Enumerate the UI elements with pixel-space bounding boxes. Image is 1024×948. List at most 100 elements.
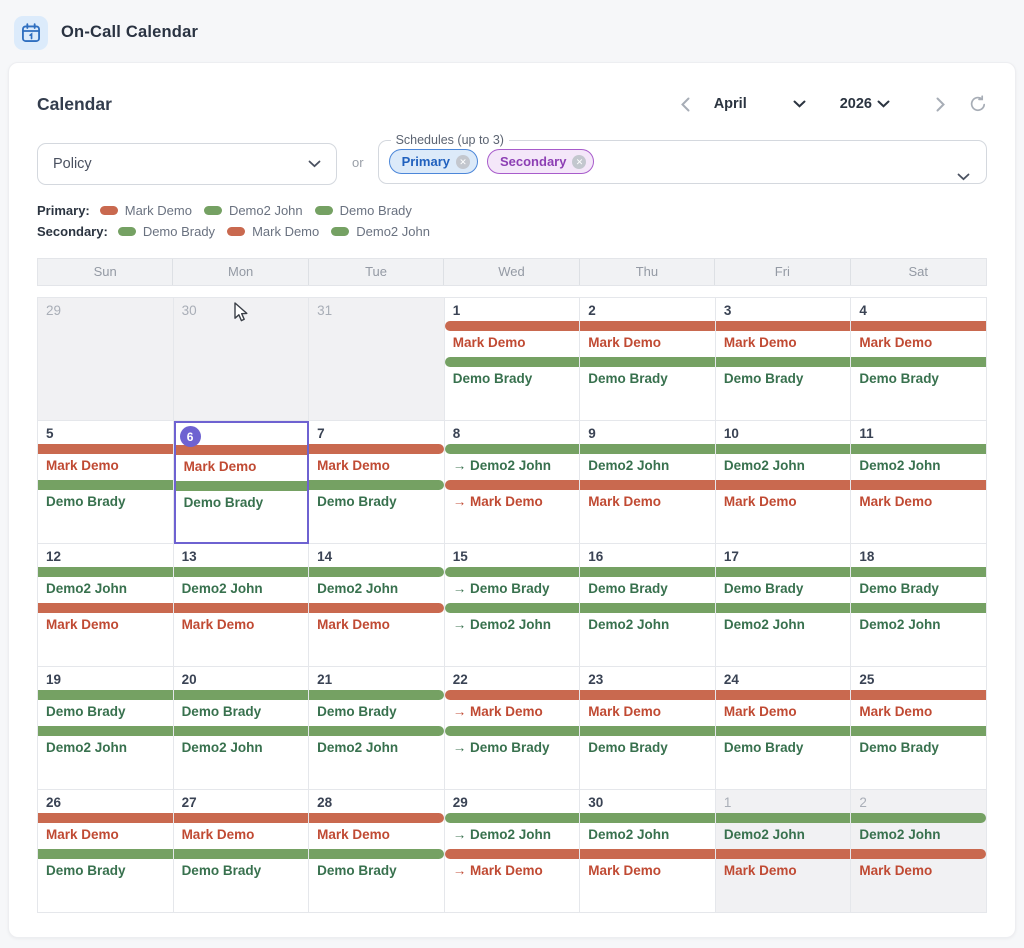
shift-event[interactable]: → Demo2 John xyxy=(444,444,580,480)
year-select[interactable]: 2026 xyxy=(840,96,890,112)
policy-select[interactable]: Policy xyxy=(37,143,337,185)
calendar-day-cell[interactable]: 20 Demo Brady Demo2 John xyxy=(173,667,310,790)
calendar-day-cell[interactable]: 14 Demo2 John Mark Demo xyxy=(309,544,445,667)
calendar-day-cell[interactable]: 27 Mark Demo Demo Brady xyxy=(173,790,310,913)
shift-event[interactable]: Mark Demo xyxy=(38,813,173,849)
calendar-day-cell[interactable]: 22 → Mark Demo → Demo Brady xyxy=(444,667,581,790)
calendar-day-cell[interactable]: 12 Demo2 John Mark Demo xyxy=(38,544,174,667)
shift-event[interactable]: Demo Brady xyxy=(444,357,580,393)
calendar-day-cell[interactable]: 29 → Demo2 John → Mark Demo xyxy=(444,790,581,913)
calendar-day-cell[interactable]: 16 Demo Brady Demo2 John xyxy=(580,544,716,667)
calendar-day-cell[interactable]: 2 Mark Demo Demo Brady xyxy=(580,298,716,421)
shift-event[interactable]: Demo Brady xyxy=(715,726,851,762)
prev-month-button[interactable] xyxy=(677,93,694,116)
shift-event[interactable]: Mark Demo xyxy=(580,321,715,357)
shift-event[interactable]: Demo Brady xyxy=(851,567,986,603)
shift-event[interactable]: Mark Demo xyxy=(309,444,444,480)
calendar-day-cell[interactable]: 15 → Demo Brady → Demo2 John xyxy=(444,544,581,667)
calendar-day-cell[interactable]: 18 Demo Brady Demo2 John xyxy=(851,544,987,667)
shift-event[interactable]: Mark Demo xyxy=(173,603,309,639)
shift-event[interactable]: Demo2 John xyxy=(309,726,444,762)
shift-event[interactable]: Mark Demo xyxy=(444,321,580,357)
calendar-day-cell[interactable]: 9 Demo2 John Mark Demo xyxy=(580,421,716,544)
shift-event[interactable]: Mark Demo xyxy=(715,849,851,885)
chip-close-icon[interactable]: ✕ xyxy=(572,154,587,169)
shift-event[interactable]: → Demo2 John xyxy=(444,813,580,849)
shift-event[interactable]: Demo2 John xyxy=(580,603,715,639)
shift-event[interactable]: Mark Demo xyxy=(851,321,986,357)
shift-event[interactable]: Demo Brady xyxy=(309,690,444,726)
calendar-day-cell[interactable]: 30 xyxy=(173,298,310,421)
shift-event[interactable]: Demo Brady xyxy=(309,480,444,516)
shift-event[interactable]: Demo2 John xyxy=(173,726,309,762)
calendar-day-cell[interactable]: 6 Mark Demo Demo Brady xyxy=(173,421,310,544)
calendar-day-cell[interactable]: 17 Demo Brady Demo2 John xyxy=(715,544,852,667)
calendar-day-cell[interactable]: 3 Mark Demo Demo Brady xyxy=(715,298,852,421)
shift-event[interactable]: Demo2 John xyxy=(38,726,173,762)
calendar-day-cell[interactable]: 10 Demo2 John Mark Demo xyxy=(715,421,852,544)
month-select[interactable]: April xyxy=(714,96,806,112)
shift-event[interactable]: Mark Demo xyxy=(580,690,715,726)
shift-event[interactable]: Mark Demo xyxy=(173,813,309,849)
shift-event[interactable]: → Mark Demo xyxy=(444,480,580,516)
calendar-day-cell[interactable]: 11 Demo2 John Mark Demo xyxy=(851,421,987,544)
shift-event[interactable]: Demo Brady xyxy=(851,726,986,762)
calendar-day-cell[interactable]: 8 → Demo2 John → Mark Demo xyxy=(444,421,581,544)
shift-event[interactable]: Mark Demo xyxy=(580,849,715,885)
shift-event[interactable]: Demo2 John xyxy=(38,567,173,603)
shift-event[interactable]: Demo2 John xyxy=(309,567,444,603)
calendar-day-cell[interactable]: 13 Demo2 John Mark Demo xyxy=(173,544,310,667)
shift-event[interactable]: Demo Brady xyxy=(38,690,173,726)
calendar-day-cell[interactable]: 25 Mark Demo Demo Brady xyxy=(851,667,987,790)
shift-event[interactable]: Demo Brady xyxy=(173,690,309,726)
calendar-day-cell[interactable]: 28 Mark Demo Demo Brady xyxy=(309,790,445,913)
schedule-chip[interactable]: Primary ✕ xyxy=(388,149,478,174)
shift-event[interactable]: Mark Demo xyxy=(715,321,851,357)
calendar-day-cell[interactable]: 4 Mark Demo Demo Brady xyxy=(851,298,987,421)
chip-close-icon[interactable]: ✕ xyxy=(455,154,470,169)
shift-event[interactable]: Demo2 John xyxy=(580,444,715,480)
shift-event[interactable]: Demo Brady xyxy=(38,849,173,885)
shift-event[interactable]: Demo Brady xyxy=(715,567,851,603)
shift-event[interactable]: Mark Demo xyxy=(580,480,715,516)
calendar-day-cell[interactable]: 21 Demo Brady Demo2 John xyxy=(309,667,445,790)
shift-event[interactable]: Demo2 John xyxy=(715,444,851,480)
shift-event[interactable]: Demo2 John xyxy=(715,603,851,639)
calendar-day-cell[interactable]: 30 Demo2 John Mark Demo xyxy=(580,790,716,913)
calendar-day-cell[interactable]: 5 Mark Demo Demo Brady xyxy=(38,421,174,544)
shift-event[interactable]: Demo Brady xyxy=(175,481,308,517)
shift-event[interactable]: Mark Demo xyxy=(38,444,173,480)
shift-event[interactable]: Demo Brady xyxy=(580,567,715,603)
shift-event[interactable]: Demo Brady xyxy=(580,726,715,762)
schedule-chip[interactable]: Secondary ✕ xyxy=(486,149,595,174)
shift-event[interactable]: Demo2 John xyxy=(173,567,309,603)
calendar-day-cell[interactable]: 19 Demo Brady Demo2 John xyxy=(38,667,174,790)
chevron-down-icon[interactable] xyxy=(957,168,970,186)
shift-event[interactable]: Demo2 John xyxy=(715,813,851,849)
shift-event[interactable]: → Mark Demo xyxy=(444,849,580,885)
shift-event[interactable]: Demo2 John xyxy=(851,444,986,480)
shift-event[interactable]: Mark Demo xyxy=(851,480,986,516)
schedules-multiselect[interactable]: Schedules (up to 3) Primary ✕ Secondary ✕ xyxy=(377,133,987,186)
shift-event[interactable]: → Demo Brady xyxy=(444,567,580,603)
calendar-day-cell[interactable]: 23 Mark Demo Demo Brady xyxy=(580,667,716,790)
shift-event[interactable]: Mark Demo xyxy=(309,813,444,849)
shift-event[interactable]: Mark Demo xyxy=(175,445,308,481)
shift-event[interactable]: → Demo Brady xyxy=(444,726,580,762)
calendar-day-cell[interactable]: 24 Mark Demo Demo Brady xyxy=(715,667,852,790)
shift-event[interactable]: Demo Brady xyxy=(851,357,986,393)
shift-event[interactable]: Demo Brady xyxy=(38,480,173,516)
calendar-day-cell[interactable]: 31 xyxy=(309,298,445,421)
shift-event[interactable]: → Mark Demo xyxy=(444,690,580,726)
shift-event[interactable]: Mark Demo xyxy=(851,849,986,885)
calendar-day-cell[interactable]: 26 Mark Demo Demo Brady xyxy=(38,790,174,913)
refresh-icon[interactable] xyxy=(969,95,987,113)
shift-event[interactable]: Demo Brady xyxy=(309,849,444,885)
calendar-day-cell[interactable]: 1 Demo2 John Mark Demo xyxy=(715,790,852,913)
shift-event[interactable]: Demo2 John xyxy=(580,813,715,849)
shift-event[interactable]: Demo2 John xyxy=(851,813,986,849)
next-month-button[interactable] xyxy=(932,93,949,116)
shift-event[interactable]: → Demo2 John xyxy=(444,603,580,639)
shift-event[interactable]: Mark Demo xyxy=(309,603,444,639)
shift-event[interactable]: Demo Brady xyxy=(580,357,715,393)
